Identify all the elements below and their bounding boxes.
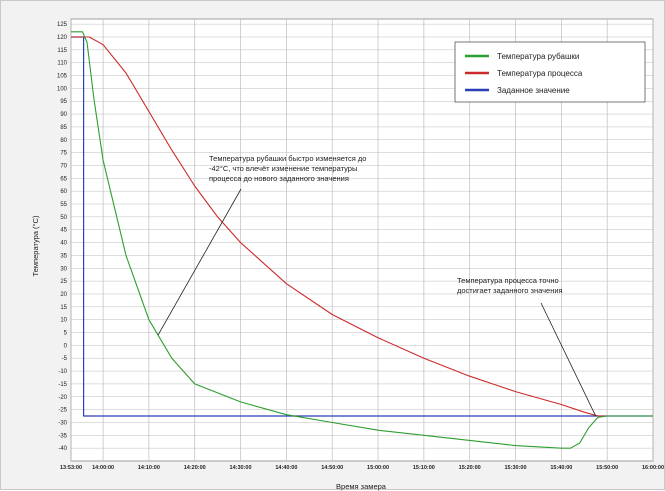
y-tick-label: 5 [64, 331, 68, 337]
y-tick-labels: 1251201151101051009590858075706560555045… [57, 22, 68, 452]
y-tick-label: 100 [57, 86, 68, 92]
y-tick-label: 30 [60, 266, 67, 272]
x-tick-label: 15:00:00 [367, 465, 389, 471]
y-tick-label: 10 [60, 318, 67, 324]
y-tick-label: -15 [58, 382, 67, 388]
x-axis-label: Время замера [336, 482, 387, 491]
x-tick-label: 14:40:00 [275, 465, 297, 471]
y-tick-label: -5 [62, 356, 68, 362]
y-tick-label: -35 [58, 433, 67, 439]
y-tick-label: 0 [64, 343, 68, 349]
x-tick-labels: 13:53:00 14:00:00 14:10:00 14:20:00 14:30:00… [60, 465, 664, 471]
series-lines [71, 31, 653, 449]
y-tick-label: 45 [60, 228, 67, 234]
y-tick-label: -30 [58, 420, 67, 426]
x-tick-label: 15:10:00 [413, 465, 435, 471]
y-tick-label: 55 [60, 202, 67, 208]
y-tick-label: -40 [58, 446, 67, 452]
annotations: Температура рубашки быстро изменяется до… [157, 154, 597, 417]
y-tick-label: 95 [60, 99, 67, 105]
y-tick-label: 70 [60, 163, 67, 169]
x-tick-label: 14:10:00 [138, 465, 160, 471]
annotation-pointer-0 [157, 188, 242, 336]
x-tick-label: 13:53:00 [60, 465, 82, 471]
annotation-text-1: Температура процесса точно [457, 276, 559, 285]
y-tick-label: -10 [58, 369, 67, 375]
series-line-1 [71, 36, 653, 417]
y-tick-label: -20 [58, 395, 67, 401]
y-tick-label: 25 [60, 279, 67, 285]
y-tick-label: 85 [60, 125, 67, 131]
y-tick-label: 120 [57, 35, 68, 41]
y-axis-label: Температура (°C) [31, 215, 40, 276]
y-tick-label: 105 [57, 74, 68, 80]
y-tick-label: 65 [60, 176, 67, 182]
y-tick-label: 50 [60, 215, 67, 221]
x-tick-label: 14:20:00 [184, 465, 206, 471]
y-tick-label: 115 [57, 48, 67, 54]
y-tick-label: 125 [57, 22, 68, 28]
y-tick-label: 15 [60, 305, 67, 311]
annotation-text-0: процесса до нового заданного значения [209, 174, 349, 183]
legend-label-1: Температура процесса [497, 69, 583, 78]
annotation-text-0: Температура рубашки быстро изменяется до [209, 154, 366, 163]
y-tick-label: 40 [60, 241, 67, 247]
y-tick-label: 35 [60, 253, 67, 259]
x-tick-label: 15:50:00 [596, 465, 618, 471]
y-tick-label: 80 [60, 138, 67, 144]
x-tick-label: 15:40:00 [550, 465, 572, 471]
legend: Температура рубашки Температура процесса… [454, 41, 646, 103]
y-tick-label: 75 [60, 151, 67, 157]
y-tick-label: 60 [60, 189, 67, 195]
x-tick-label: 15:20:00 [459, 465, 481, 471]
legend-label-0: Температура рубашки [497, 52, 579, 61]
y-tick-label: 110 [57, 61, 67, 67]
y-tick-label: -25 [58, 408, 67, 414]
annotation-pointer-1 [540, 302, 597, 417]
x-tick-label: 14:00:00 [92, 465, 114, 471]
x-tick-label: 15:30:00 [505, 465, 527, 471]
annotation-text-0: -42°С, что влечёт изменение температуры [209, 164, 357, 173]
y-tick-label: 90 [60, 112, 67, 118]
x-tick-label: 16:00:00 [642, 465, 664, 471]
y-tick-label: 20 [60, 292, 67, 298]
annotation-text-1: достигает заданного значения [457, 286, 563, 295]
x-tick-label: 14:50:00 [321, 465, 343, 471]
series-line-0 [71, 31, 653, 449]
legend-label-2: Заданное значение [497, 86, 570, 95]
x-tick-label: 14:30:00 [230, 465, 252, 471]
